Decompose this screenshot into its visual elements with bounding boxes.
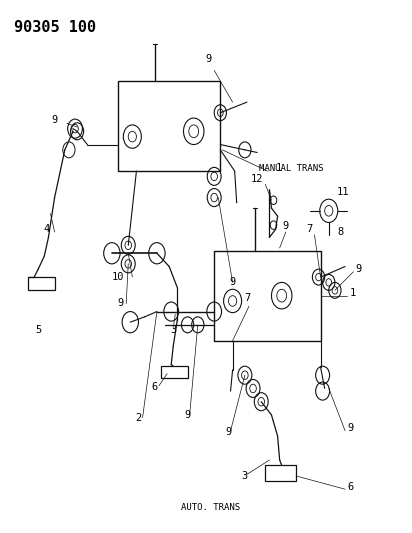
Bar: [118, 81, 220, 171]
Text: 9: 9: [347, 423, 353, 433]
Text: 3: 3: [242, 471, 248, 481]
Text: 11: 11: [337, 187, 349, 197]
Bar: [265, 465, 296, 481]
Text: 12: 12: [251, 174, 263, 184]
Text: 9: 9: [225, 426, 232, 437]
Text: 4: 4: [43, 224, 49, 234]
Text: 9: 9: [185, 410, 191, 419]
Text: 5: 5: [35, 325, 41, 335]
Text: 9: 9: [356, 264, 362, 274]
Bar: [161, 366, 187, 378]
Text: 10: 10: [112, 272, 124, 282]
Bar: [28, 277, 54, 290]
Text: 9: 9: [117, 298, 123, 308]
Text: 90305 100: 90305 100: [14, 20, 96, 35]
Text: 2: 2: [136, 413, 142, 423]
Text: 1: 1: [276, 163, 282, 173]
Text: 8: 8: [337, 227, 343, 237]
Text: 7: 7: [306, 224, 312, 234]
Text: 1: 1: [349, 288, 356, 297]
Text: MANUAL TRANS: MANUAL TRANS: [259, 164, 324, 173]
Text: 9: 9: [229, 277, 236, 287]
Text: 9: 9: [283, 221, 289, 231]
Text: 6: 6: [152, 382, 158, 392]
Text: 3: 3: [170, 325, 176, 335]
Text: 7: 7: [244, 293, 250, 303]
Text: 6: 6: [347, 482, 353, 492]
Text: AUTO. TRANS: AUTO. TRANS: [181, 503, 241, 512]
Text: 9: 9: [205, 54, 211, 64]
Text: 9: 9: [52, 115, 58, 125]
Bar: [214, 251, 321, 341]
